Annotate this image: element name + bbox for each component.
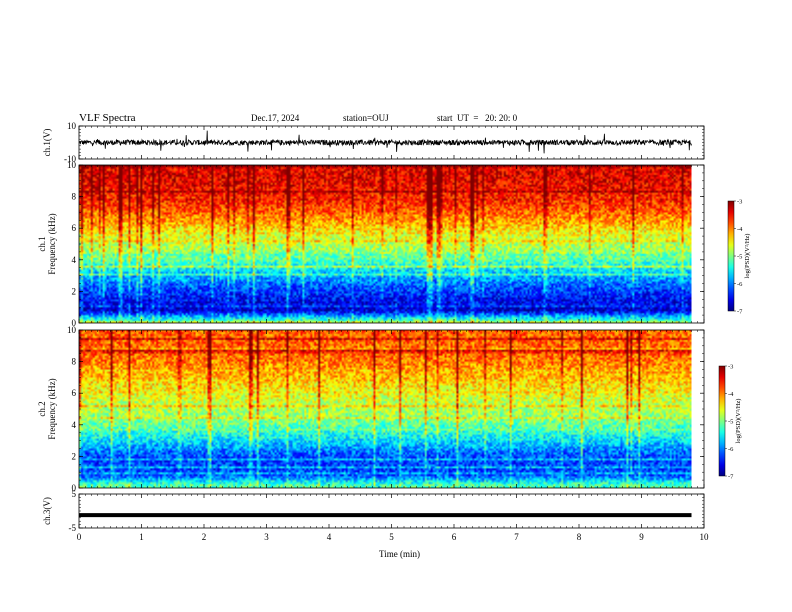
y-tick-label: 10: [67, 121, 77, 131]
panel-ch1-spectrogram: 0 2 4 6 8 10 ch.1 Frequency (kHz) -3 -4 -5 -6 -7 log(…: [37, 160, 751, 328]
x-tick-label: 10: [700, 532, 710, 542]
y-axis-label: Frequency (kHz): [47, 378, 57, 439]
panel-ch3-waveform: 0 1 2 3 4 5 6 7 8 9 10 5 -5 ch.3(V): [42, 489, 709, 542]
date-label: Dec.17, 2024: [251, 113, 300, 123]
y-tick-label: 6: [72, 223, 77, 233]
y-tick-label: 6: [72, 388, 77, 398]
y-tick-label: -10: [64, 154, 76, 164]
y-tick-label: 0: [72, 318, 77, 328]
y-tick-label: 4: [72, 255, 77, 265]
colorbar-tick-label: -3: [728, 364, 733, 371]
colorbar-tick-label: -4: [737, 226, 743, 233]
colorbar-tick-label: -7: [737, 309, 743, 316]
colorbar-tick-label: -4: [728, 391, 734, 398]
figure-title: VLF Spectra: [79, 112, 136, 124]
x-tick-label: 0: [77, 532, 82, 542]
colorbar-tick-label: -5: [737, 254, 742, 261]
x-tick-label: 2: [202, 532, 207, 542]
y-tick-label: 4: [72, 420, 77, 430]
x-axis-label: Time (min): [379, 549, 420, 559]
colorbar-tick-label: -3: [737, 199, 742, 206]
colorbar-label: log(PSD)(V²/Hz): [735, 399, 742, 444]
colorbar: [727, 200, 735, 312]
colorbar-label: log(PSD)(V²/Hz): [744, 234, 751, 279]
colorbar-tick-label: -6: [728, 446, 734, 453]
y-tick-label: 8: [72, 357, 77, 367]
panel-frame: [78, 493, 705, 529]
x-tick-label: 5: [389, 532, 394, 542]
colorbar-tick-label: -7: [728, 474, 734, 481]
y-tick-label: 10: [67, 325, 77, 335]
y-tick-label: 10: [67, 160, 77, 170]
x-tick-label: 9: [639, 532, 644, 542]
x-tick-label: 1: [139, 532, 144, 542]
y-tick-label: 8: [72, 192, 77, 202]
colorbar-tick-label: -5: [728, 419, 733, 426]
start-time-label: start UT = 20: 20: 0: [437, 113, 518, 123]
spectrogram-image: [79, 330, 692, 488]
spectrogram-image: [79, 165, 692, 323]
station-label: station=OUJ: [343, 113, 389, 123]
colorbar: [718, 365, 726, 477]
y-tick-label: 0: [72, 483, 77, 493]
panel-ch1-waveform: 10 -10 ch.1(V): [42, 121, 705, 164]
waveform-line: [79, 130, 692, 154]
panel-ch2-spectrogram: 0 2 4 6 8 10 ch.2 Frequency (kHz) -3 -4 -5 -6 -7 log(…: [37, 325, 742, 493]
y-axis-label: ch.2: [37, 401, 47, 416]
x-tick-label: 7: [514, 532, 519, 542]
y-axis-label: ch.1: [37, 236, 47, 251]
colorbar-tick-label: -6: [737, 281, 743, 288]
y-tick-label: 2: [72, 286, 77, 296]
y-tick-label: 5: [72, 489, 77, 499]
y-axis-label: Frequency (kHz): [47, 213, 57, 274]
x-tick-label: 3: [264, 532, 269, 542]
x-tick-label: 8: [577, 532, 582, 542]
y-axis-label: ch.1(V): [42, 129, 52, 157]
x-tick-label: 6: [452, 532, 457, 542]
y-axis-label: ch.3(V): [42, 497, 52, 525]
y-tick-label: 2: [72, 451, 77, 461]
y-tick-label: -5: [69, 523, 77, 533]
x-tick-label: 4: [327, 532, 332, 542]
